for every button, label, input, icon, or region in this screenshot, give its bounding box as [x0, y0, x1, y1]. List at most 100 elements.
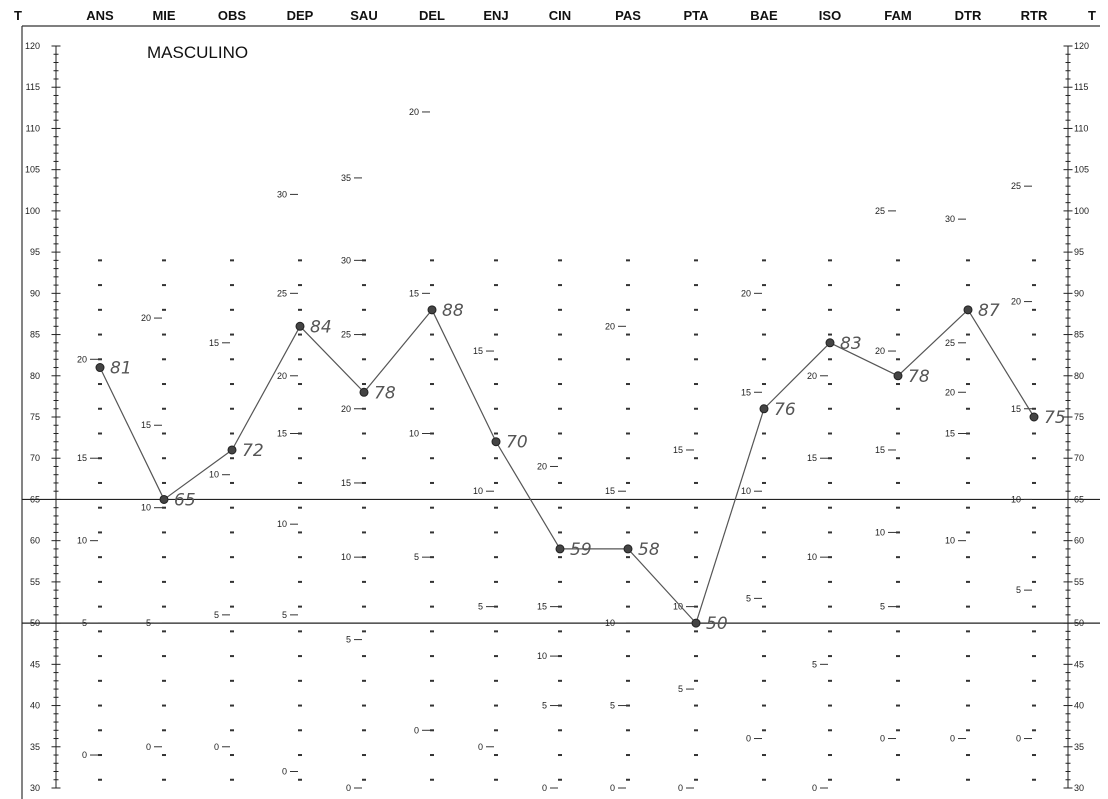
point-annotation: 83	[840, 334, 862, 354]
t-tick-label-left: 60	[30, 536, 40, 546]
raw-scale-label: 5	[812, 659, 817, 669]
point-annotation: 88	[442, 301, 464, 321]
raw-scale-label: 0	[214, 742, 219, 752]
raw-scale-label: 5	[1016, 585, 1021, 595]
raw-scale-label: 25	[875, 206, 885, 216]
point-annotation: 78	[908, 367, 930, 387]
column-header: ANS	[86, 8, 114, 23]
raw-scale-label: 0	[542, 783, 547, 793]
reference-lines	[22, 498, 1100, 624]
point-annotation: 58	[638, 540, 660, 560]
raw-scale-label: 0	[880, 734, 885, 744]
point-annotation: 84	[310, 317, 332, 337]
raw-scale-label: 5	[146, 618, 151, 628]
raw-scale-label: 15	[409, 288, 419, 298]
raw-scale-label: 5	[414, 552, 419, 562]
t-tick-label-right: 75	[1074, 412, 1084, 422]
t-tick-label-right: 80	[1074, 371, 1084, 381]
t-tick-label-right: 65	[1074, 494, 1084, 504]
t-tick-label-right: 45	[1074, 659, 1084, 669]
profile-segment	[299, 325, 365, 393]
column-headers: T ANS MIE OBS DEP SAU DEL ENJ CIN PAS PTA BAE ISO FAM…	[14, 8, 1096, 23]
column-header: CIN	[549, 8, 571, 23]
raw-scale-label: 10	[1011, 494, 1021, 504]
t-tick-label-left: 120	[25, 41, 40, 51]
data-point	[491, 437, 501, 447]
t-tick-label-left: 90	[30, 288, 40, 298]
profile-segment	[627, 548, 697, 624]
column-header: OBS	[218, 8, 247, 23]
profile-segment	[431, 309, 497, 442]
t-tick-label-left: 30	[30, 783, 40, 793]
t-tick-label-right: 115	[1074, 82, 1088, 92]
raw-scale-label: 20	[945, 387, 955, 397]
raw-scale-label: 10	[473, 486, 483, 496]
point-annotation: 59	[570, 540, 592, 560]
column-header: DEP	[287, 8, 314, 23]
raw-scale-label: 0	[478, 742, 483, 752]
raw-scale-label: 10	[741, 486, 751, 496]
raw-scale-label: 0	[346, 783, 351, 793]
raw-scale-label: 20	[409, 107, 419, 117]
raw-scale-label: 15	[1011, 404, 1021, 414]
raw-scale-label: 25	[277, 288, 287, 298]
t-tick-label-left: 65	[30, 494, 40, 504]
data-point	[1029, 412, 1039, 422]
t-tick-label-right: 60	[1074, 536, 1084, 546]
t-tick-label-left: 70	[30, 453, 40, 463]
point-annotation: 81	[110, 359, 132, 379]
raw-scale-label: 0	[146, 742, 151, 752]
raw-scale-label: 5	[880, 602, 885, 612]
data-point	[691, 618, 701, 628]
chart-frame	[21, 25, 1100, 799]
t-tick-label-right: 120	[1074, 41, 1089, 51]
profile-segment	[495, 441, 561, 550]
t-tick-label-left: 55	[30, 577, 40, 587]
point-annotation: 75	[1044, 408, 1066, 428]
t-tick-label-right: 95	[1074, 247, 1084, 257]
raw-scale-label: 25	[341, 330, 351, 340]
raw-scale-label: 0	[1016, 734, 1021, 744]
profile-segment	[967, 309, 1035, 418]
t-tick-label-left: 80	[30, 371, 40, 381]
data-point	[623, 544, 633, 554]
t-tick-label-left: 115	[26, 82, 40, 92]
raw-scale-label: 0	[812, 783, 817, 793]
data-point	[427, 305, 437, 315]
point-annotation: 78	[374, 383, 396, 403]
t-tick-label-left: 105	[25, 165, 40, 175]
profile-segment	[163, 449, 233, 500]
profile-segment	[231, 326, 301, 451]
raw-scale-label: 35	[341, 173, 351, 183]
raw-scale-label: 0	[950, 734, 955, 744]
raw-scale-label: 20	[341, 404, 351, 414]
raw-scale-label: 10	[141, 503, 151, 513]
point-annotation: 76	[774, 400, 796, 420]
column-header: PAS	[615, 8, 641, 23]
profile-points	[95, 305, 1039, 628]
column-header: FAM	[884, 8, 911, 23]
raw-scale-label: 0	[282, 767, 287, 777]
t-tick-label-right: 90	[1074, 288, 1084, 298]
t-tick-label-left: 100	[25, 206, 40, 216]
raw-scale-label: 5	[746, 593, 751, 603]
t-tick-label-left: 95	[30, 247, 40, 257]
t-tick-label-right: 70	[1074, 453, 1084, 463]
raw-scale-label: 5	[282, 610, 287, 620]
raw-scale-label: 30	[945, 214, 955, 224]
t-tick-label-left: 35	[30, 742, 40, 752]
column-header: MIE	[152, 8, 175, 23]
raw-scale-label: 10	[77, 536, 87, 546]
t-tick-label-left: 110	[26, 123, 40, 133]
raw-scale-label: 15	[209, 338, 219, 348]
raw-scale-label: 0	[610, 783, 615, 793]
raw-scale-label: 10	[807, 552, 817, 562]
t-tick-label-right: 50	[1074, 618, 1084, 628]
profile-segment	[695, 408, 765, 624]
t-tick-label-right: 30	[1074, 783, 1084, 793]
point-annotation: 87	[978, 301, 1000, 321]
point-annotation: 70	[506, 433, 528, 453]
column-header: ISO	[819, 8, 841, 23]
raw-scale-label: 20	[875, 346, 885, 356]
raw-scale-label: 10	[209, 470, 219, 480]
